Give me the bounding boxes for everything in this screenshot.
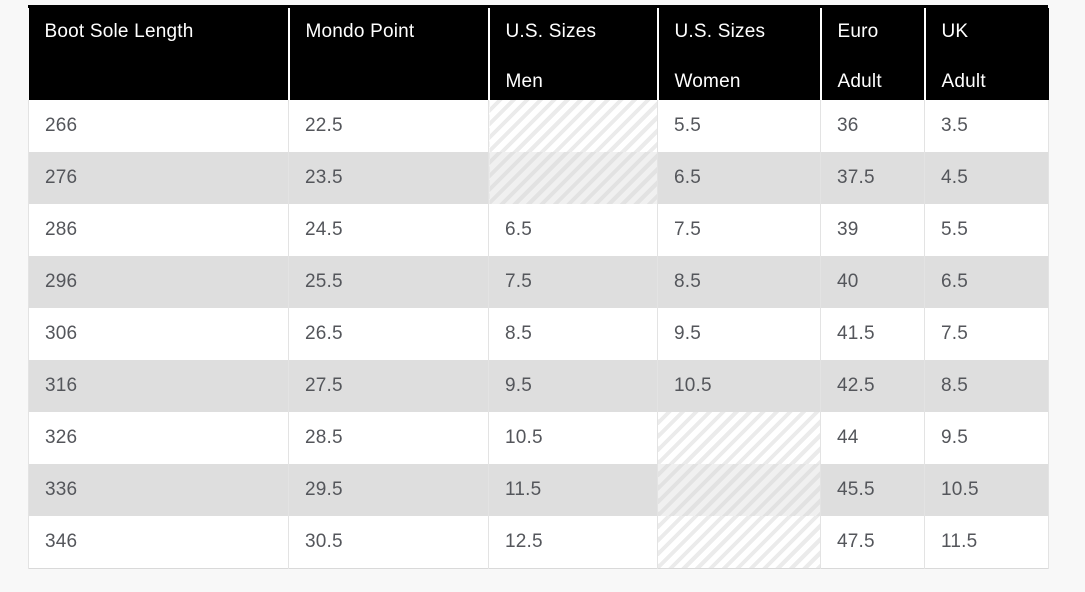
cell-uk-adult-row-8: 10.5 bbox=[924, 464, 1049, 516]
cell-us-sizes-men-row-8: 11.5 bbox=[488, 464, 658, 516]
cell-mondo-point-row-7: 28.5 bbox=[288, 412, 489, 464]
table-row: 346 30.5 12.5 47.5 11.5 bbox=[28, 516, 1049, 568]
cell-boot-sole-length-row-4: 296 bbox=[28, 256, 289, 308]
cell-euro-adult-row-3: 39 bbox=[820, 204, 925, 256]
cell-boot-sole-length-row-6: 316 bbox=[28, 360, 289, 412]
column-header-us-sizes-men: U.S. Sizes Men bbox=[487, 8, 658, 100]
cell-euro-adult-row-8: 45.5 bbox=[820, 464, 925, 516]
cell-uk-adult-row-9: 11.5 bbox=[924, 516, 1049, 568]
cell-us-sizes-women-row-6: 10.5 bbox=[657, 360, 821, 412]
column-header-uk-adult: UK Adult bbox=[923, 8, 1049, 100]
header-label-line2: Women bbox=[674, 71, 741, 92]
table-row: 306 26.5 8.5 9.5 41.5 7.5 bbox=[28, 308, 1049, 360]
column-header-euro-adult: Euro Adult bbox=[819, 8, 925, 100]
table-header: Boot Sole Length Mondo Point U.S. Sizes … bbox=[28, 8, 1049, 100]
cell-us-sizes-men-row-9: 12.5 bbox=[488, 516, 658, 568]
cell-us-sizes-women-row-2: 6.5 bbox=[657, 152, 821, 204]
table-row: 266 22.5 5.5 36 3.5 bbox=[28, 100, 1049, 152]
cell-mondo-point-row-1: 22.5 bbox=[288, 100, 489, 152]
cell-us-sizes-men-row-6: 9.5 bbox=[488, 360, 658, 412]
column-header-boot-sole-length: Boot Sole Length bbox=[28, 8, 289, 100]
column-header-mondo-point: Mondo Point bbox=[287, 8, 489, 100]
cell-boot-sole-length-row-3: 286 bbox=[28, 204, 289, 256]
header-label: Boot Sole Length bbox=[44, 21, 194, 42]
cell-uk-adult-row-7: 9.5 bbox=[924, 412, 1049, 464]
cell-mondo-point-row-3: 24.5 bbox=[288, 204, 489, 256]
cell-us-sizes-women-row-9-no-size-hatched bbox=[657, 516, 821, 568]
cell-us-sizes-women-row-3: 7.5 bbox=[657, 204, 821, 256]
column-header-us-sizes-women: U.S. Sizes Women bbox=[656, 8, 821, 100]
cell-us-sizes-men-row-1-no-size-hatched bbox=[488, 100, 658, 152]
cell-mondo-point-row-4: 25.5 bbox=[288, 256, 489, 308]
cell-mondo-point-row-9: 30.5 bbox=[288, 516, 489, 568]
boot-size-conversion-table: Boot Sole Length Mondo Point U.S. Sizes … bbox=[28, 8, 1049, 569]
cell-mondo-point-row-2: 23.5 bbox=[288, 152, 489, 204]
cell-euro-adult-row-9: 47.5 bbox=[820, 516, 925, 568]
cell-uk-adult-row-2: 4.5 bbox=[924, 152, 1049, 204]
cell-euro-adult-row-5: 41.5 bbox=[820, 308, 925, 360]
cell-euro-adult-row-4: 40 bbox=[820, 256, 925, 308]
cell-uk-adult-row-6: 8.5 bbox=[924, 360, 1049, 412]
cell-us-sizes-women-row-4: 8.5 bbox=[657, 256, 821, 308]
table-row: 336 29.5 11.5 45.5 10.5 bbox=[28, 464, 1049, 516]
table-row: 286 24.5 6.5 7.5 39 5.5 bbox=[28, 204, 1049, 256]
table-row: 276 23.5 6.5 37.5 4.5 bbox=[28, 152, 1049, 204]
cell-boot-sole-length-row-7: 326 bbox=[28, 412, 289, 464]
header-label: Mondo Point bbox=[305, 21, 415, 42]
cell-uk-adult-row-3: 5.5 bbox=[924, 204, 1049, 256]
cell-us-sizes-men-row-3: 6.5 bbox=[488, 204, 658, 256]
cell-us-sizes-women-row-8-no-size-hatched bbox=[657, 464, 821, 516]
size-chart-container: Boot Sole Length Mondo Point U.S. Sizes … bbox=[28, 5, 1049, 569]
table-row: 326 28.5 10.5 44 9.5 bbox=[28, 412, 1049, 464]
header-row: Boot Sole Length Mondo Point U.S. Sizes … bbox=[28, 8, 1049, 100]
table-body: 266 22.5 5.5 36 3.5 276 23.5 6.5 37.5 4.5 286 24.5 6… bbox=[28, 100, 1049, 568]
cell-uk-adult-row-5: 7.5 bbox=[924, 308, 1049, 360]
cell-us-sizes-women-row-7-no-size-hatched bbox=[657, 412, 821, 464]
cell-euro-adult-row-7: 44 bbox=[820, 412, 925, 464]
cell-us-sizes-men-row-2-no-size-hatched bbox=[488, 152, 658, 204]
table-row: 316 27.5 9.5 10.5 42.5 8.5 bbox=[28, 360, 1049, 412]
cell-boot-sole-length-row-1: 266 bbox=[28, 100, 289, 152]
cell-boot-sole-length-row-8: 336 bbox=[28, 464, 289, 516]
cell-us-sizes-men-row-7: 10.5 bbox=[488, 412, 658, 464]
table-row: 296 25.5 7.5 8.5 40 6.5 bbox=[28, 256, 1049, 308]
cell-uk-adult-row-1: 3.5 bbox=[924, 100, 1049, 152]
header-label-line2: Adult bbox=[837, 71, 882, 92]
cell-mondo-point-row-8: 29.5 bbox=[288, 464, 489, 516]
header-label-line1: U.S. Sizes bbox=[505, 21, 597, 42]
cell-euro-adult-row-1: 36 bbox=[820, 100, 925, 152]
cell-euro-adult-row-2: 37.5 bbox=[820, 152, 925, 204]
cell-euro-adult-row-6: 42.5 bbox=[820, 360, 925, 412]
cell-us-sizes-men-row-5: 8.5 bbox=[488, 308, 658, 360]
cell-us-sizes-women-row-5: 9.5 bbox=[657, 308, 821, 360]
cell-mondo-point-row-5: 26.5 bbox=[288, 308, 489, 360]
cell-us-sizes-men-row-4: 7.5 bbox=[488, 256, 658, 308]
cell-boot-sole-length-row-2: 276 bbox=[28, 152, 289, 204]
header-label-line1: Euro bbox=[837, 21, 879, 42]
cell-mondo-point-row-6: 27.5 bbox=[288, 360, 489, 412]
header-label-line2: Men bbox=[505, 71, 544, 92]
cell-boot-sole-length-row-5: 306 bbox=[28, 308, 289, 360]
header-label-line2: Adult bbox=[941, 71, 986, 92]
cell-uk-adult-row-4: 6.5 bbox=[924, 256, 1049, 308]
header-label-line1: U.S. Sizes bbox=[674, 21, 766, 42]
cell-us-sizes-women-row-1: 5.5 bbox=[657, 100, 821, 152]
cell-boot-sole-length-row-9: 346 bbox=[28, 516, 289, 568]
header-label-line1: UK bbox=[941, 21, 969, 42]
